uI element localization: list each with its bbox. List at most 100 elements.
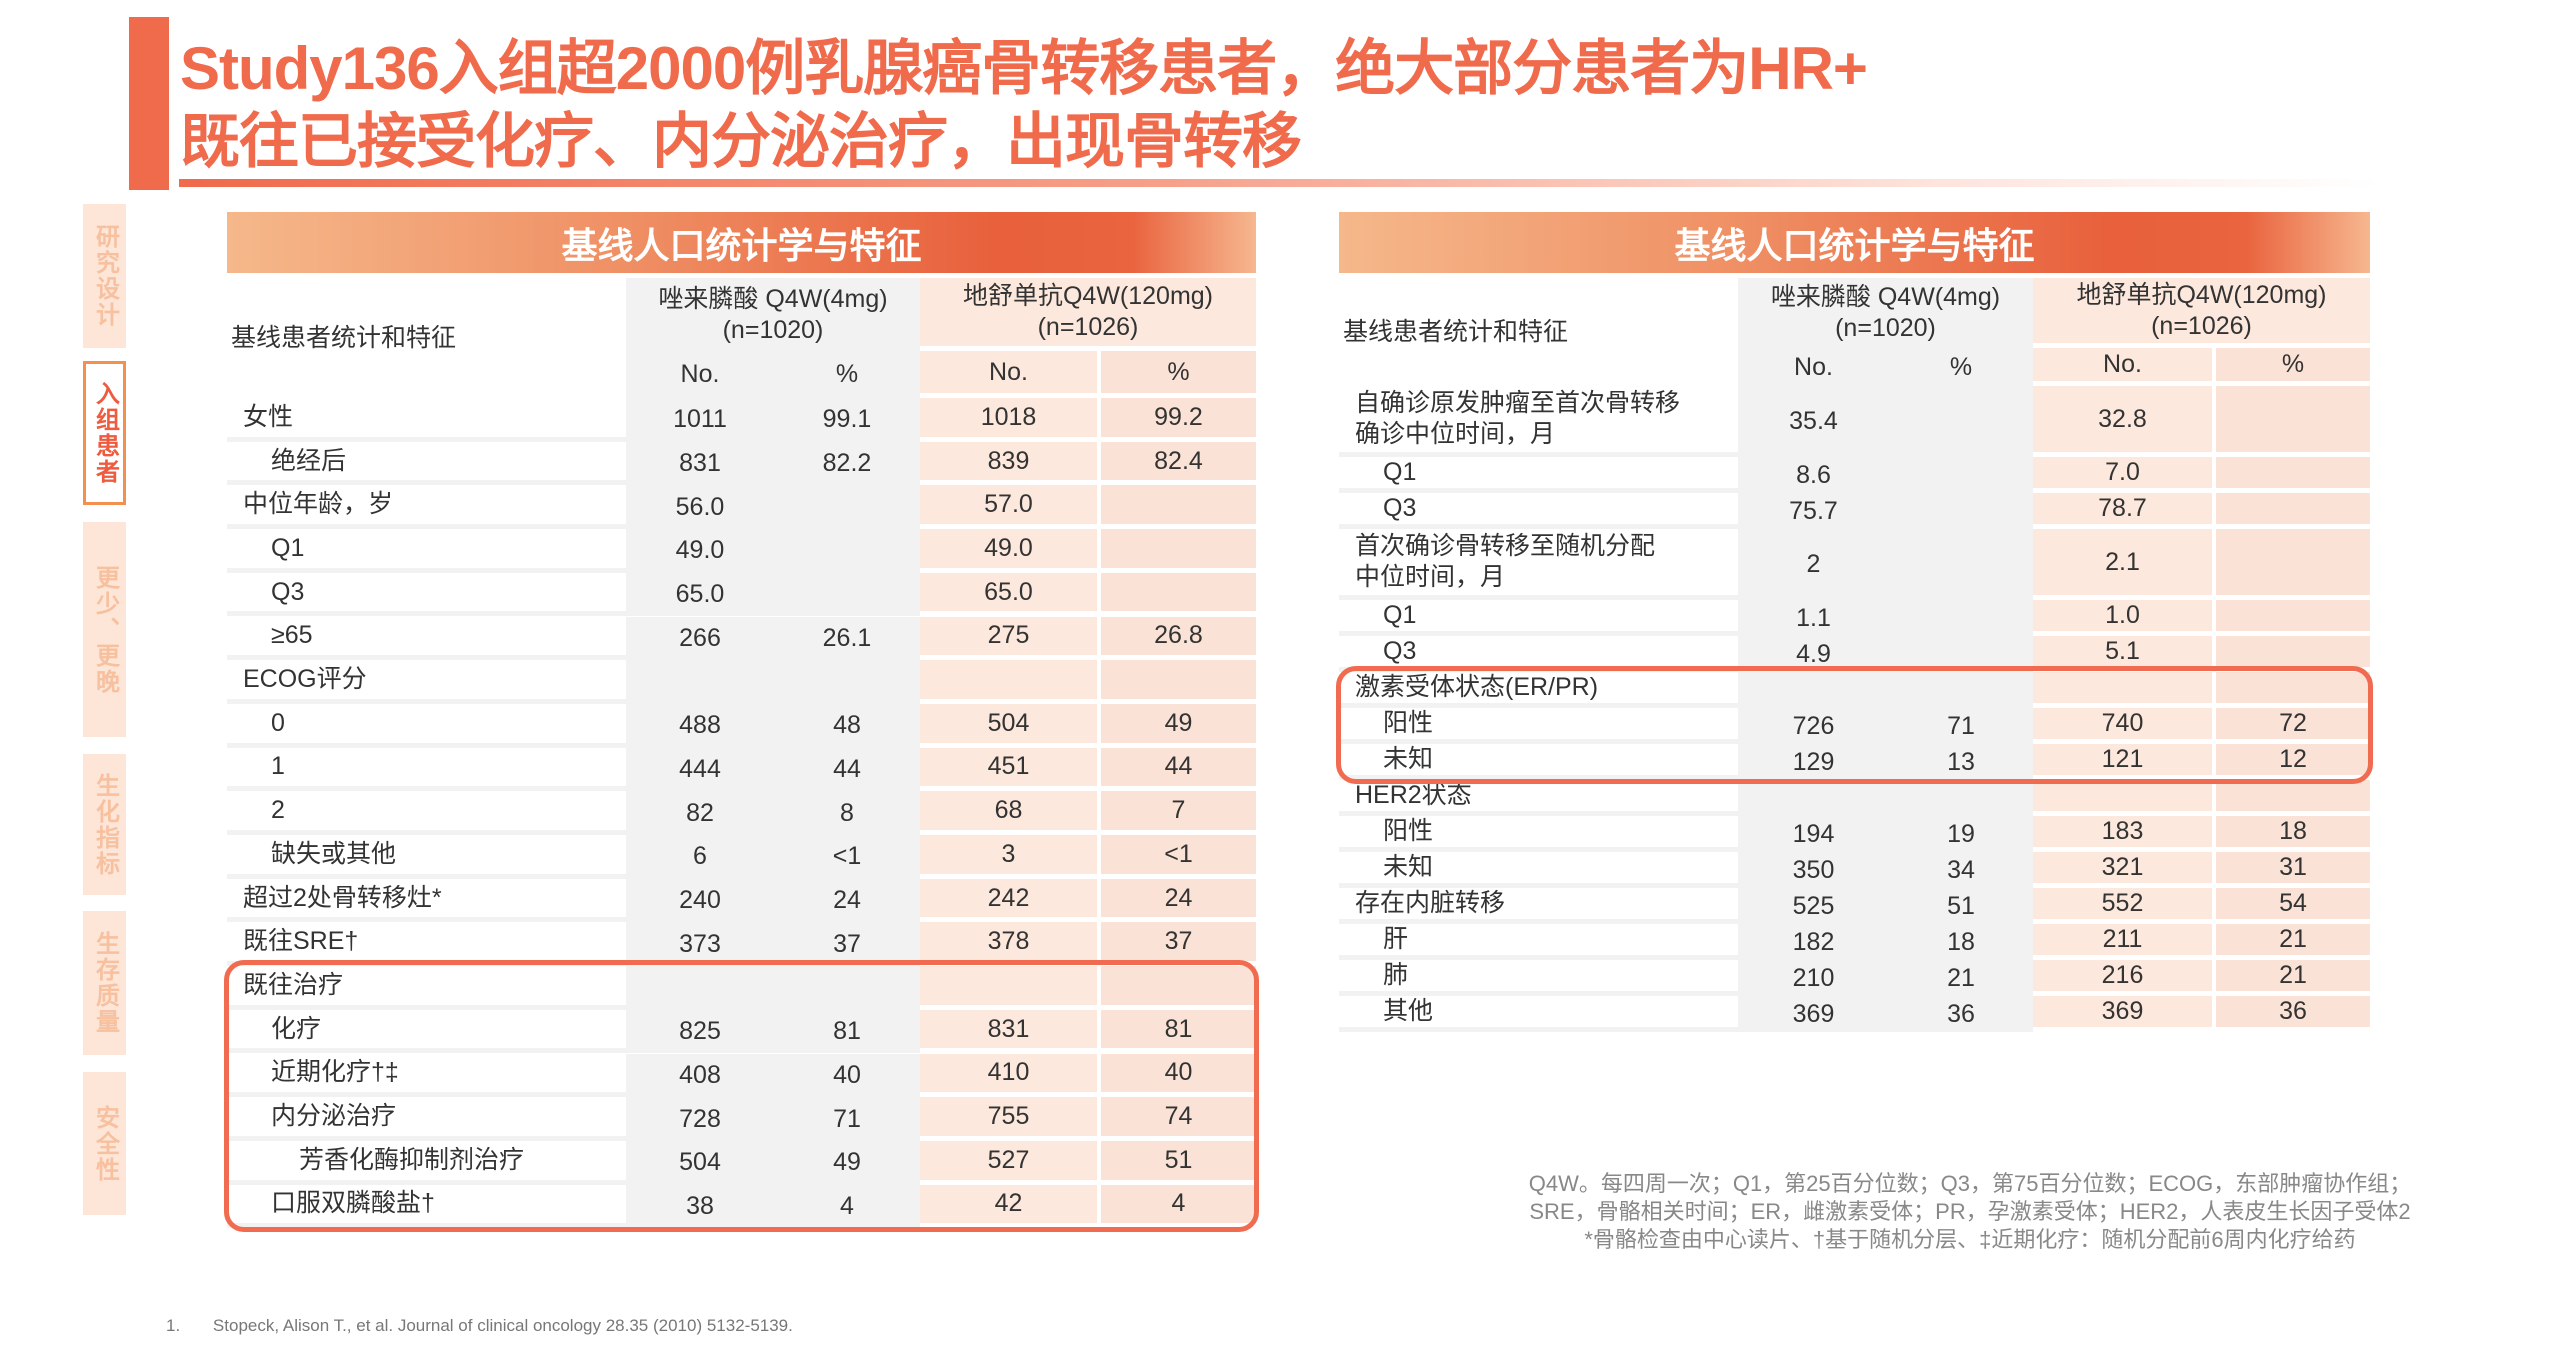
zol-count: 266: [626, 616, 774, 661]
zol-percent: 24: [774, 878, 920, 923]
deno-percent: 40: [1097, 1053, 1256, 1098]
zol-percent: 18: [1889, 924, 2033, 960]
row-label: 女性: [227, 398, 626, 442]
zol-count: 240: [626, 878, 774, 923]
sub-header: No.: [1738, 348, 1889, 386]
sub-header: No.: [626, 351, 774, 398]
row-label: 未知: [1339, 744, 1738, 780]
sub-header: No.: [2033, 348, 2212, 386]
deno-count: 740: [2033, 708, 2212, 744]
row-label: Q3: [1339, 636, 1738, 672]
deno-percent: 21: [2212, 924, 2370, 960]
zol-count: 504: [626, 1140, 774, 1185]
deno-percent: 36: [2212, 996, 2370, 1032]
deno-count: 1.0: [2033, 600, 2212, 636]
zol-percent: 81: [774, 1009, 920, 1054]
deno-percent: 4: [1097, 1184, 1256, 1229]
deno-count: [2033, 780, 2212, 816]
zol-percent: 82.2: [774, 441, 920, 486]
deno-percent: 18: [2212, 816, 2370, 852]
row-label: 未知: [1339, 852, 1738, 888]
deno-percent: 72: [2212, 708, 2370, 744]
deno-count: 5.1: [2033, 636, 2212, 672]
row-label-header: 基线患者统计和特征: [1339, 278, 1738, 386]
deno-count: 65.0: [920, 572, 1097, 617]
zol-count: 35.4: [1738, 386, 1889, 457]
row-label: 2: [227, 791, 626, 835]
row-label: 肝: [1339, 924, 1738, 960]
sub-header: %: [1097, 351, 1256, 398]
deno-count: [920, 660, 1097, 704]
zol-count: 38: [626, 1184, 774, 1229]
sub-header: No.: [920, 351, 1097, 398]
deno-count: 410: [920, 1053, 1097, 1098]
zol-count: 1.1: [1738, 600, 1889, 636]
zol-percent: 21: [1889, 960, 2033, 996]
deno-count: [920, 966, 1097, 1010]
deno-count: 527: [920, 1140, 1097, 1185]
deno-count: 57.0: [920, 485, 1097, 530]
sub-header: %: [2212, 348, 2370, 386]
sidebar-tab[interactable]: 生存质量: [83, 911, 126, 1055]
zol-percent: 71: [1889, 708, 2033, 744]
zol-count: 2: [1738, 529, 1889, 600]
row-label: Q1: [1339, 600, 1738, 636]
row-label: 近期化疗†‡: [227, 1053, 626, 1098]
reference-text: Stopeck, Alison T., et al. Journal of cl…: [212, 1316, 793, 1335]
zol-percent: [1889, 780, 2033, 816]
zol-count: 182: [1738, 924, 1889, 960]
deno-percent: 24: [1097, 878, 1256, 923]
row-label: 中位年龄，岁: [227, 485, 626, 530]
deno-count: 378: [920, 922, 1097, 967]
zol-count: 726: [1738, 708, 1889, 744]
zol-percent: 48: [774, 703, 920, 748]
deno-count: 369: [2033, 996, 2212, 1032]
zol-count: 373: [626, 922, 774, 967]
row-label-header: 基线患者统计和特征: [227, 278, 626, 398]
reference-number: 1.: [166, 1316, 181, 1335]
zol-count: 129: [1738, 744, 1889, 780]
page-title-line-2: 既往已接受化疗、内分泌治疗，出现骨转移: [180, 108, 1302, 175]
row-label: Q1: [227, 529, 626, 573]
deno-percent: 81: [1097, 1009, 1256, 1054]
deno-percent: 26.8: [1097, 616, 1256, 661]
sidebar-tab[interactable]: 入组患者: [83, 361, 126, 505]
zol-percent: 37: [774, 922, 920, 967]
deno-count: 42: [920, 1184, 1097, 1229]
zol-percent: [1889, 386, 2033, 457]
row-label: ≥65: [227, 616, 626, 661]
zol-percent: 8: [774, 791, 920, 835]
sidebar-tab[interactable]: 研究设计: [83, 204, 126, 348]
row-label: Q1: [1339, 457, 1738, 493]
row-label: 存在内脏转移: [1339, 888, 1738, 924]
title-divider: [179, 179, 2379, 187]
row-label: 缺失或其他: [227, 835, 626, 879]
footnote-line-2: SRE，骨骼相关时间；ER，雌激素受体；PR，孕激素受体；HER2，人表皮生长因…: [1529, 1199, 2411, 1224]
deno-count: 216: [2033, 960, 2212, 996]
row-label: 肺: [1339, 960, 1738, 996]
zol-count: 444: [626, 747, 774, 792]
row-label: 既往SRE†: [227, 922, 626, 967]
deno-percent: [2212, 672, 2370, 708]
sidebar-tab[interactable]: 生化指标: [83, 754, 126, 895]
zol-count: [1738, 780, 1889, 816]
sidebar-tab[interactable]: 更少、更晚: [83, 522, 126, 737]
zol-count: 1011: [626, 398, 774, 442]
sidebar-tab[interactable]: 安全性: [83, 1072, 126, 1215]
deno-percent: 31: [2212, 852, 2370, 888]
zol-percent: 13: [1889, 744, 2033, 780]
deno-percent: 44: [1097, 747, 1256, 792]
row-label: 激素受体状态(ER/PR): [1339, 672, 1738, 708]
zol-percent: [774, 572, 920, 617]
deno-count: 755: [920, 1097, 1097, 1141]
deno-count: 1018: [920, 398, 1097, 442]
zol-percent: [1889, 672, 2033, 708]
table-title-banner: 基线人口统计学与特征: [227, 212, 1256, 273]
zol-count: 65.0: [626, 572, 774, 617]
deno-count: 552: [2033, 888, 2212, 924]
deno-count: 504: [920, 703, 1097, 748]
deno-percent: 54: [2212, 888, 2370, 924]
zol-count: 408: [626, 1053, 774, 1098]
row-label: 芳香化酶抑制剂治疗: [227, 1140, 626, 1185]
row-label: 自确诊原发肿瘤至首次骨转移 确诊中位时间，月: [1339, 386, 1738, 457]
